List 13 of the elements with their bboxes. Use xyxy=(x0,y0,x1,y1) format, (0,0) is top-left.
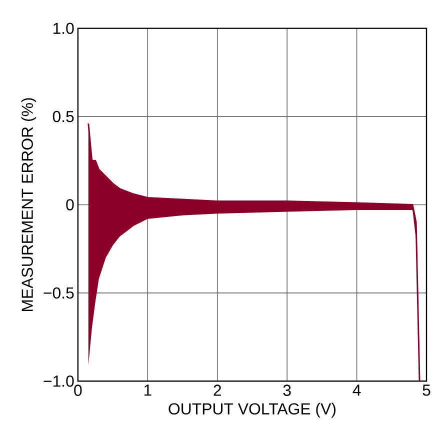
y-axis-title: MEASUREMENT ERROR (%) xyxy=(21,98,36,312)
x-tick-label: 5 xyxy=(422,384,430,396)
y-tick-label: 1.0 xyxy=(53,22,74,34)
x-tick-label: 1 xyxy=(144,384,152,396)
y-tick-label: −1.0 xyxy=(44,376,74,387)
x-tick-label: 0 xyxy=(74,384,82,396)
x-tick-label: 4 xyxy=(352,384,361,396)
x-tick-label: 3 xyxy=(283,384,291,396)
y-tick-label: −0.5 xyxy=(44,287,74,299)
x-tick-label: 2 xyxy=(214,384,221,396)
y-tick-label: 0.5 xyxy=(52,110,74,122)
y-tick-label: 0 xyxy=(66,199,74,210)
x-axis-title: OUTPUT VOLTAGE (V) xyxy=(168,402,336,418)
